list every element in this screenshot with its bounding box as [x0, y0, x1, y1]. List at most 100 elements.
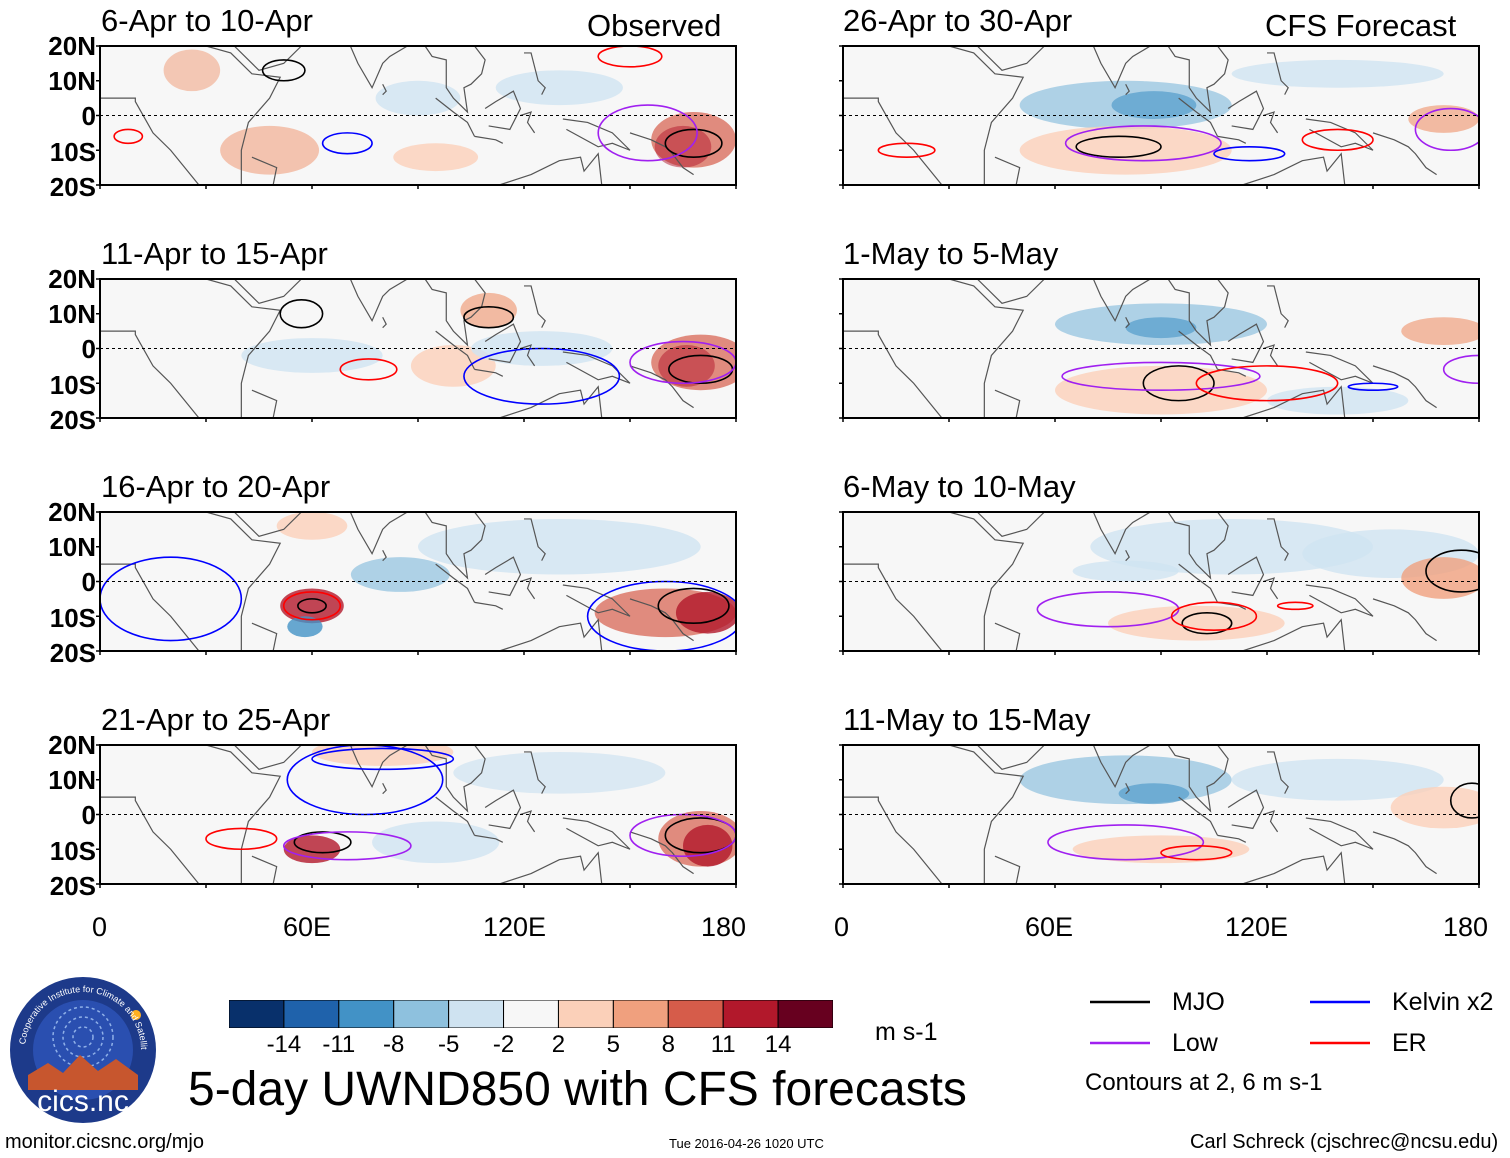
anomaly-shading [675, 591, 736, 634]
footer-timestamp: Tue 2016-04-26 1020 UTC [669, 1136, 824, 1151]
filter-contour [279, 299, 324, 329]
colorbar-swatch [557, 999, 614, 1029]
coastline [474, 601, 504, 610]
coastline [424, 46, 486, 114]
contour-note: Contours at 2, 6 m s-1 [1085, 1069, 1323, 1096]
lat-label: 10S [49, 137, 96, 167]
filter-contour [1064, 125, 1222, 162]
coastline [100, 796, 200, 884]
lon-label: 120E [1225, 912, 1289, 942]
colorbar-swatch [503, 999, 559, 1029]
coastline [1217, 834, 1247, 843]
coastline [333, 512, 408, 556]
colorbar-swatch [448, 999, 505, 1029]
filter-contour [1442, 354, 1479, 385]
coastline [333, 279, 408, 323]
panel-title: 21-Apr to 25-Apr [101, 702, 331, 737]
coastline [520, 111, 536, 134]
legend-label-er: ER [1392, 1029, 1427, 1057]
coastline [1178, 97, 1219, 137]
coastline [1217, 368, 1247, 377]
lat-label: 20S [49, 871, 96, 901]
coastline [1076, 745, 1151, 789]
panel-title: 11-May to 15-May [843, 702, 1091, 737]
filter-contour [1170, 601, 1258, 631]
coastline [474, 368, 504, 377]
lat-label: 10S [49, 603, 96, 633]
coastline [100, 512, 282, 651]
cics-nc-logo: Cooperative Institute for Climate and Sa… [5, 967, 158, 1125]
coastline [1267, 518, 1289, 561]
panel-title: 16-Apr to 20-Apr [101, 469, 331, 504]
coastline [484, 556, 522, 597]
coastline [1372, 132, 1437, 176]
map-panel [839, 45, 1480, 189]
colorbar-tick-label: -2 [492, 1031, 515, 1058]
coastline [499, 851, 603, 884]
filter-contour [205, 827, 278, 851]
coastline [1263, 577, 1279, 600]
coastline [1242, 152, 1346, 185]
colorbar-swatch [228, 999, 285, 1029]
colorbar-units: m s-1 [875, 1018, 938, 1046]
coastline [994, 389, 1021, 418]
coastline [1178, 563, 1219, 603]
coastline [1305, 817, 1374, 850]
colorbar-tick-label: 5 [606, 1031, 621, 1058]
filter-contour [282, 831, 412, 861]
lon-label: 120E [483, 912, 547, 942]
coastline [1076, 279, 1151, 323]
map-panel [96, 45, 737, 189]
legend-label-low: Low [1172, 1029, 1218, 1057]
filter-contour [261, 59, 306, 82]
coastline [843, 279, 1025, 418]
lat-label: 0 [81, 101, 96, 131]
coastline [843, 97, 943, 185]
coastline [994, 855, 1021, 884]
coastline [1125, 549, 1130, 562]
anomaly-shading [372, 821, 500, 864]
filter-contour [1276, 601, 1314, 611]
footer-url: monitor.cicsnc.org/mjo [5, 1131, 204, 1153]
anomaly-shading [495, 70, 623, 106]
anomaly-shading [1019, 125, 1232, 175]
filter-contour [1061, 361, 1261, 392]
legend-label-mjo: MJO [1172, 988, 1225, 1016]
coastline [1125, 782, 1130, 795]
coastline [100, 330, 200, 418]
logo-graphic: Cooperative Institute for Climate and Sa… [5, 967, 156, 1123]
coastline [227, 46, 302, 71]
lat-label: 10N [48, 299, 96, 329]
coastline [333, 46, 408, 90]
coastline [562, 817, 631, 850]
coastline [1217, 135, 1247, 144]
filter-contour [339, 358, 398, 381]
filter-contour [311, 747, 455, 771]
coastline [1305, 584, 1374, 617]
lat-label: 10N [48, 66, 96, 96]
anomaly-shading [453, 751, 666, 794]
anomaly-shading [1231, 758, 1444, 801]
lat-label: 20S [49, 638, 96, 668]
coastline [251, 156, 278, 185]
lat-label: 20N [48, 730, 96, 760]
coastline [382, 83, 387, 96]
filter-contour [664, 128, 723, 159]
filter-contour [1160, 844, 1233, 861]
coastline [424, 512, 486, 580]
coastline [1267, 52, 1289, 95]
anomaly-shading [393, 143, 479, 172]
coastline [333, 745, 408, 789]
coastline [100, 745, 282, 884]
anomaly-shading [1111, 91, 1197, 119]
filter-contour [100, 556, 243, 642]
filter-contour [664, 817, 736, 854]
coastline [499, 385, 603, 418]
coastline [484, 323, 522, 364]
coastline [1305, 118, 1374, 151]
colorbar-swatch [612, 999, 669, 1029]
lat-label: 10N [48, 765, 96, 795]
coastline [382, 316, 387, 329]
coastline [843, 563, 943, 651]
filter-contour [597, 46, 663, 68]
